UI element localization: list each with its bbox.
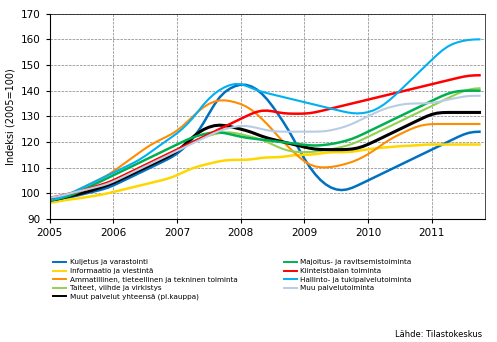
Y-axis label: Indeksi (2005=100): Indeksi (2005=100)	[5, 68, 15, 165]
Text: Lähde: Tilastokeskus: Lähde: Tilastokeskus	[395, 330, 482, 339]
Legend: Majoitus- ja ravitsemistoiminta, Kiinteistöalan toiminta, Hallinto- ja tukipalve: Majoitus- ja ravitsemistoiminta, Kiintei…	[284, 260, 412, 291]
